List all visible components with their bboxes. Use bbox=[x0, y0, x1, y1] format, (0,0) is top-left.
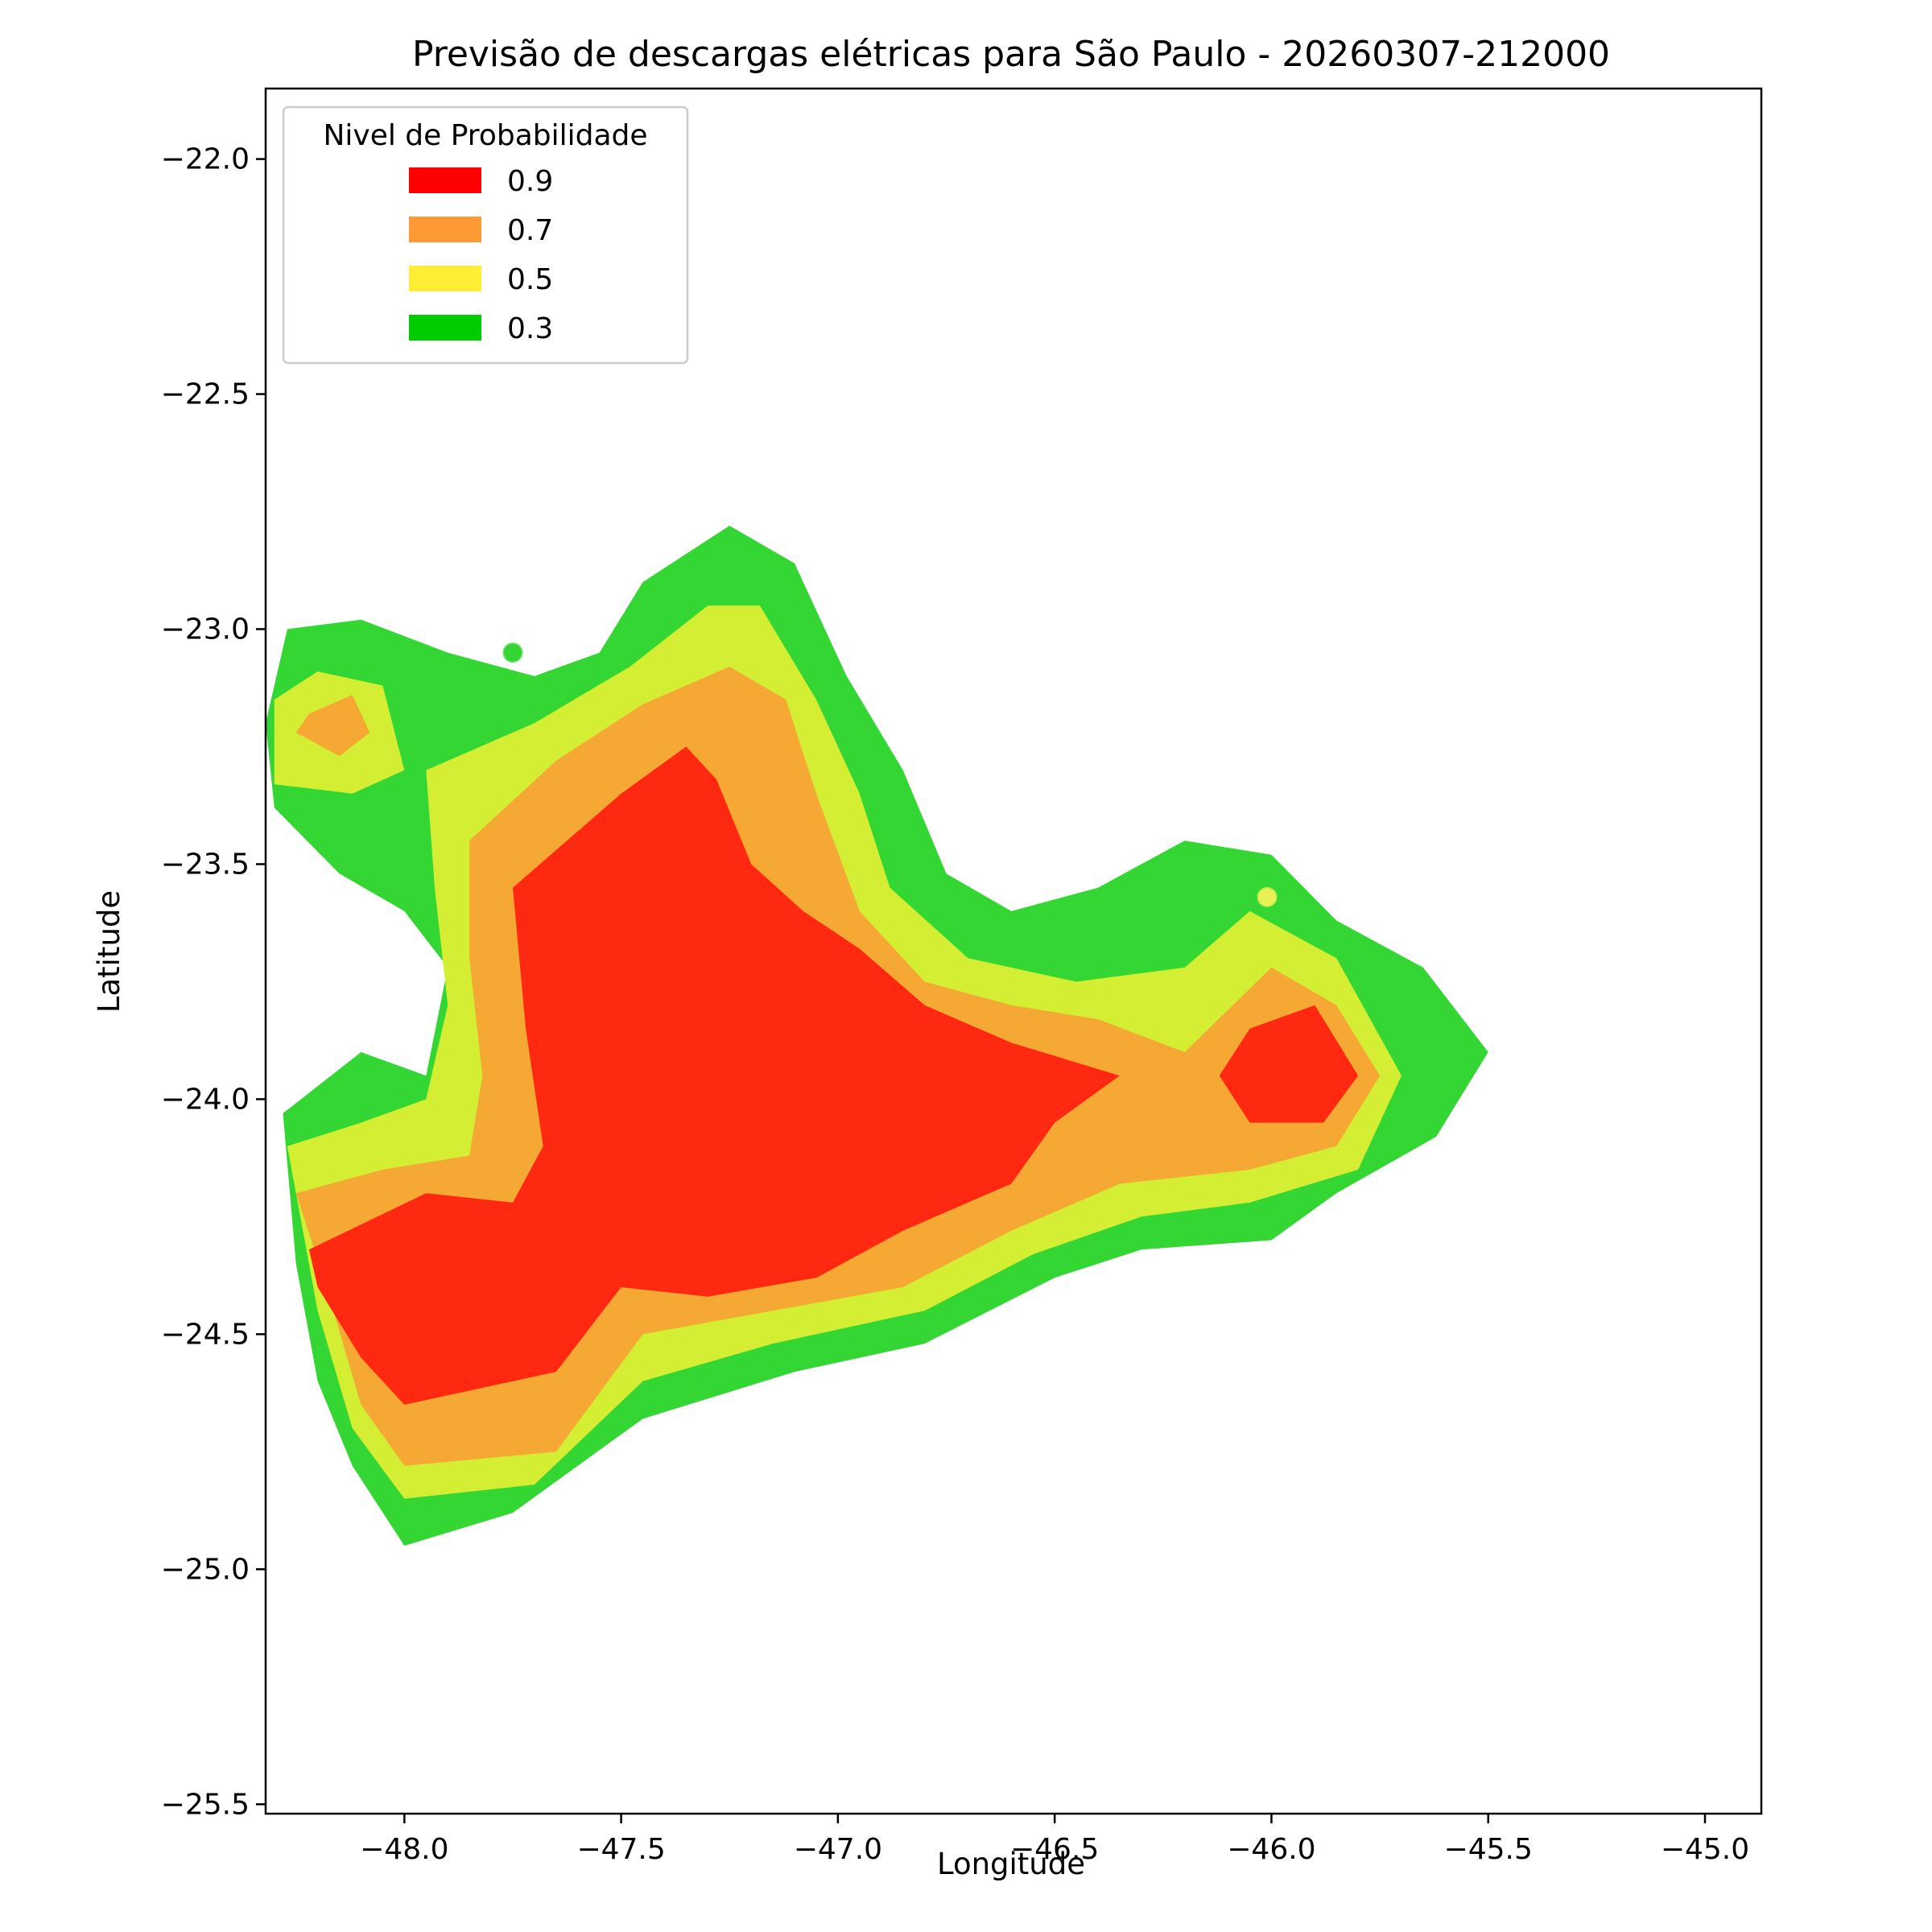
legend-swatch-07 bbox=[409, 217, 481, 242]
legend-swatch-05 bbox=[409, 266, 481, 291]
x-axis-label: Longitude bbox=[937, 1847, 1085, 1881]
contour-region-07-0 bbox=[295, 695, 370, 757]
y-tick-label: −25.0 bbox=[161, 1553, 250, 1586]
contour-region-09-1 bbox=[1219, 1005, 1359, 1123]
x-tick-label: −45.5 bbox=[1444, 1833, 1533, 1866]
legend-label-07: 0.7 bbox=[507, 214, 553, 247]
legend: Nivel de Probabilidade 0.9 0.7 0.5 0.3 bbox=[282, 105, 689, 365]
legend-label-09: 0.9 bbox=[507, 165, 553, 198]
x-axis-ticks: −48.0 −47.5 −47.0 −46.5 −46.0 −45.5 −45.0 bbox=[360, 1814, 1749, 1866]
y-tick-label: −24.0 bbox=[161, 1083, 250, 1116]
point-marker-0 bbox=[502, 642, 523, 663]
x-tick-label: −45.0 bbox=[1661, 1833, 1749, 1866]
legend-label-03: 0.3 bbox=[507, 312, 553, 345]
legend-swatch-03 bbox=[409, 315, 481, 341]
point-marker-1 bbox=[802, 919, 823, 940]
point-marker-2 bbox=[1257, 886, 1278, 907]
y-tick-label: −25.5 bbox=[161, 1788, 250, 1821]
axes-frame bbox=[264, 87, 1763, 1815]
chart-title: Previsão de descargas elétricas para São… bbox=[412, 34, 1610, 75]
y-tick-label: −22.0 bbox=[161, 143, 250, 176]
legend-frame bbox=[282, 105, 689, 365]
y-tick-label: −22.5 bbox=[161, 378, 250, 411]
legend-title: Nivel de Probabilidade bbox=[323, 119, 647, 152]
y-tick-label: −24.5 bbox=[161, 1318, 250, 1351]
contour-region-09-0 bbox=[308, 746, 1120, 1405]
plot-area bbox=[266, 526, 1488, 1546]
y-axis-ticks: −22.0 −22.5 −23.0 −23.5 −24.0 −24.5 −25.0 −25.5 bbox=[161, 143, 266, 1821]
x-tick-label: −47.0 bbox=[794, 1833, 882, 1866]
x-tick-label: −47.5 bbox=[576, 1833, 665, 1866]
legend-label-05: 0.5 bbox=[507, 263, 553, 296]
contour-layers bbox=[266, 526, 1488, 1546]
y-tick-label: −23.5 bbox=[161, 848, 250, 881]
markers bbox=[502, 642, 1278, 940]
legend-swatch-09 bbox=[409, 167, 481, 193]
x-tick-label: −48.0 bbox=[360, 1833, 448, 1866]
y-axis-label: Latitude bbox=[92, 890, 126, 1013]
x-tick-label: −46.5 bbox=[1010, 1833, 1099, 1866]
legend-entries: 0.9 0.7 0.5 0.3 bbox=[409, 165, 553, 345]
y-tick-label: −23.0 bbox=[161, 613, 250, 646]
x-tick-label: −46.0 bbox=[1227, 1833, 1315, 1866]
